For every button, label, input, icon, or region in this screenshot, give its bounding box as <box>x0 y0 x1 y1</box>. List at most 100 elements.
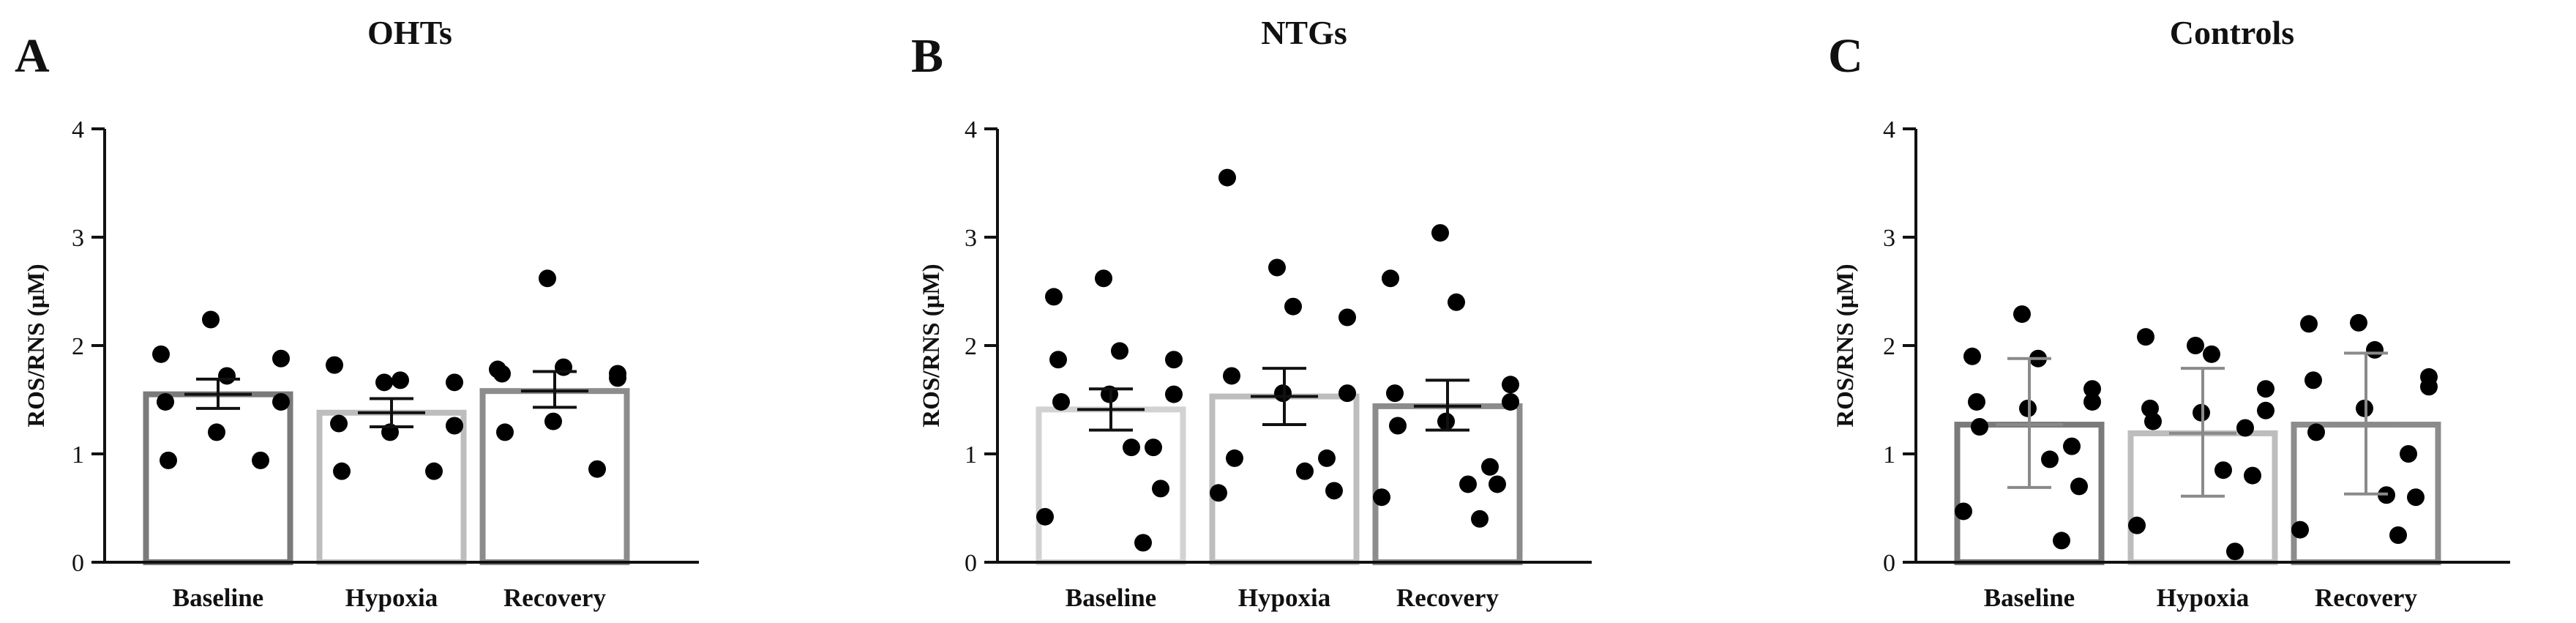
panel-c-y-tick-label: 2 <box>1883 333 1895 360</box>
panel-a-point-recovery <box>496 423 514 441</box>
panel-b-title: NTGs <box>1261 14 1347 51</box>
panel-b-y-tick-label: 2 <box>965 333 977 360</box>
panel-a-point-baseline <box>272 349 290 368</box>
panel-c-point-hypoxia <box>2128 516 2146 534</box>
panel-b-point-baseline <box>1052 392 1070 411</box>
panel-a-y-tick-label: 1 <box>72 441 84 469</box>
panel-c-x-tick-label-hypoxia: Hypoxia <box>2157 583 2249 612</box>
panel-b-y-tick-label: 3 <box>965 225 977 252</box>
panel-b-point-recovery <box>1382 269 1399 288</box>
panel-c-point-hypoxia <box>2137 328 2154 346</box>
panel-b-point-baseline <box>1123 439 1140 457</box>
panel-b-x-tick-label-recovery: Recovery <box>1396 583 1499 612</box>
panel-b-point-baseline <box>1045 288 1063 306</box>
panel-b-point-hypoxia <box>1226 449 1243 467</box>
panel-b-point-recovery <box>1431 224 1449 242</box>
panel-a-point-recovery <box>493 365 511 383</box>
panel-a-title: OHTs <box>367 14 452 51</box>
panel-c-point-hypoxia <box>2203 345 2220 363</box>
panel-a-point-hypoxia <box>446 373 463 392</box>
panel-b-point-baseline <box>1152 480 1169 498</box>
panel-b-point-recovery <box>1481 458 1499 476</box>
panel-a-point-recovery <box>609 369 626 387</box>
panel-c-x-tick-label-baseline: Baseline <box>1984 583 2075 612</box>
panel-c-point-baseline <box>2041 450 2059 469</box>
panel-c-point-baseline <box>2063 437 2081 455</box>
panel-c-point-recovery <box>2300 315 2318 333</box>
panel-b-point-hypoxia <box>1218 168 1236 187</box>
panel-b-point-hypoxia <box>1338 308 1356 327</box>
panel-b-point-hypoxia <box>1284 297 1302 316</box>
panel-c-point-hypoxia <box>2236 419 2254 437</box>
panel-b-point-baseline <box>1036 507 1054 526</box>
panel-b-y-tick-label: 0 <box>965 550 977 577</box>
panel-c-point-recovery <box>2400 445 2417 463</box>
panel-c-point-recovery <box>2366 340 2384 359</box>
panel-a-x-tick-label-recovery: Recovery <box>503 583 606 612</box>
panel-a-point-baseline <box>160 451 177 469</box>
panel-b-point-baseline <box>1165 385 1183 403</box>
panel-c-point-hypoxia <box>2187 337 2204 354</box>
panel-a-point-baseline <box>252 451 269 469</box>
panel-c-point-baseline <box>2083 380 2101 398</box>
panel-a-point-recovery <box>539 269 556 288</box>
panel-c-point-hypoxia <box>2214 461 2232 480</box>
panel-b-point-hypoxia <box>1338 384 1356 403</box>
panel-a-point-hypoxia <box>392 371 409 389</box>
panel-b-x-tick-label-hypoxia: Hypoxia <box>1238 583 1330 612</box>
panel-b-point-baseline <box>1049 351 1067 369</box>
panel-b-point-recovery <box>1459 475 1477 493</box>
panel-c-point-recovery <box>2291 521 2309 539</box>
panel-c-y-tick-label: 1 <box>1883 441 1895 469</box>
panel-a-point-hypoxia <box>375 373 393 392</box>
panel-c-point-hypoxia <box>2144 412 2162 430</box>
panel-a-letter: A <box>15 29 50 83</box>
panel-b-point-baseline <box>1145 439 1162 457</box>
panel-b-point-recovery <box>1502 376 1519 394</box>
panel-c-point-recovery <box>2389 526 2407 544</box>
panel-a-point-baseline <box>202 310 220 329</box>
panel-c-title: Controls <box>2170 14 2294 51</box>
panel-b-point-hypoxia <box>1325 482 1343 500</box>
panel-c-point-baseline <box>2083 392 2101 411</box>
panel-b-point-recovery <box>1389 417 1407 435</box>
panel-c-point-recovery <box>2407 488 2425 507</box>
panel-c-y-tick-label: 4 <box>1883 116 1895 143</box>
panel-a-point-hypoxia <box>333 462 351 480</box>
panel-b-point-baseline <box>1165 351 1183 369</box>
panel-c-point-baseline <box>1971 418 1988 436</box>
panel-a-y-tick-label: 3 <box>72 225 84 252</box>
panel-a-point-baseline <box>272 392 290 411</box>
panel-b-point-hypoxia <box>1296 462 1314 480</box>
panel-c-point-baseline <box>2053 531 2070 550</box>
panel-b-letter: B <box>911 29 943 83</box>
panel-b-point-hypoxia <box>1268 258 1286 277</box>
panel-a-point-recovery <box>544 412 562 430</box>
panel-c-point-recovery <box>2304 371 2322 389</box>
panel-c-point-baseline <box>2070 477 2088 496</box>
panel-a-point-baseline <box>208 423 225 441</box>
panel-b-y-axis-label: ROS/RNS (μM) <box>918 264 945 427</box>
panel-c-point-hypoxia <box>2226 542 2244 561</box>
panel-a-y-tick-label: 4 <box>72 116 84 143</box>
panel-b-point-recovery <box>1471 510 1489 528</box>
panel-a-bar-baseline <box>143 391 293 565</box>
panel-a-point-hypoxia <box>446 417 463 435</box>
panel-c-point-hypoxia <box>2257 380 2274 398</box>
panel-a-y-tick-label: 0 <box>72 550 84 577</box>
panel-c-point-baseline <box>2013 305 2031 324</box>
panel-a-point-recovery <box>555 358 572 376</box>
panel-c-x-tick-label-recovery: Recovery <box>2315 583 2417 612</box>
panel-c-point-baseline <box>1963 347 1981 365</box>
panel-b-y-tick-label: 4 <box>965 116 977 143</box>
panel-a-point-baseline <box>157 392 174 411</box>
panel-b-point-baseline <box>1134 534 1152 552</box>
panel-c-point-baseline <box>1955 502 1972 521</box>
panel-a-point-hypoxia <box>326 356 343 374</box>
panel-c-point-recovery <box>2350 313 2367 332</box>
panel-c-point-hypoxia <box>2257 401 2274 419</box>
panel-b-y-tick-label: 1 <box>965 441 977 469</box>
panel-b-point-recovery <box>1489 475 1506 493</box>
panel-a-y-tick-label: 2 <box>72 333 84 360</box>
